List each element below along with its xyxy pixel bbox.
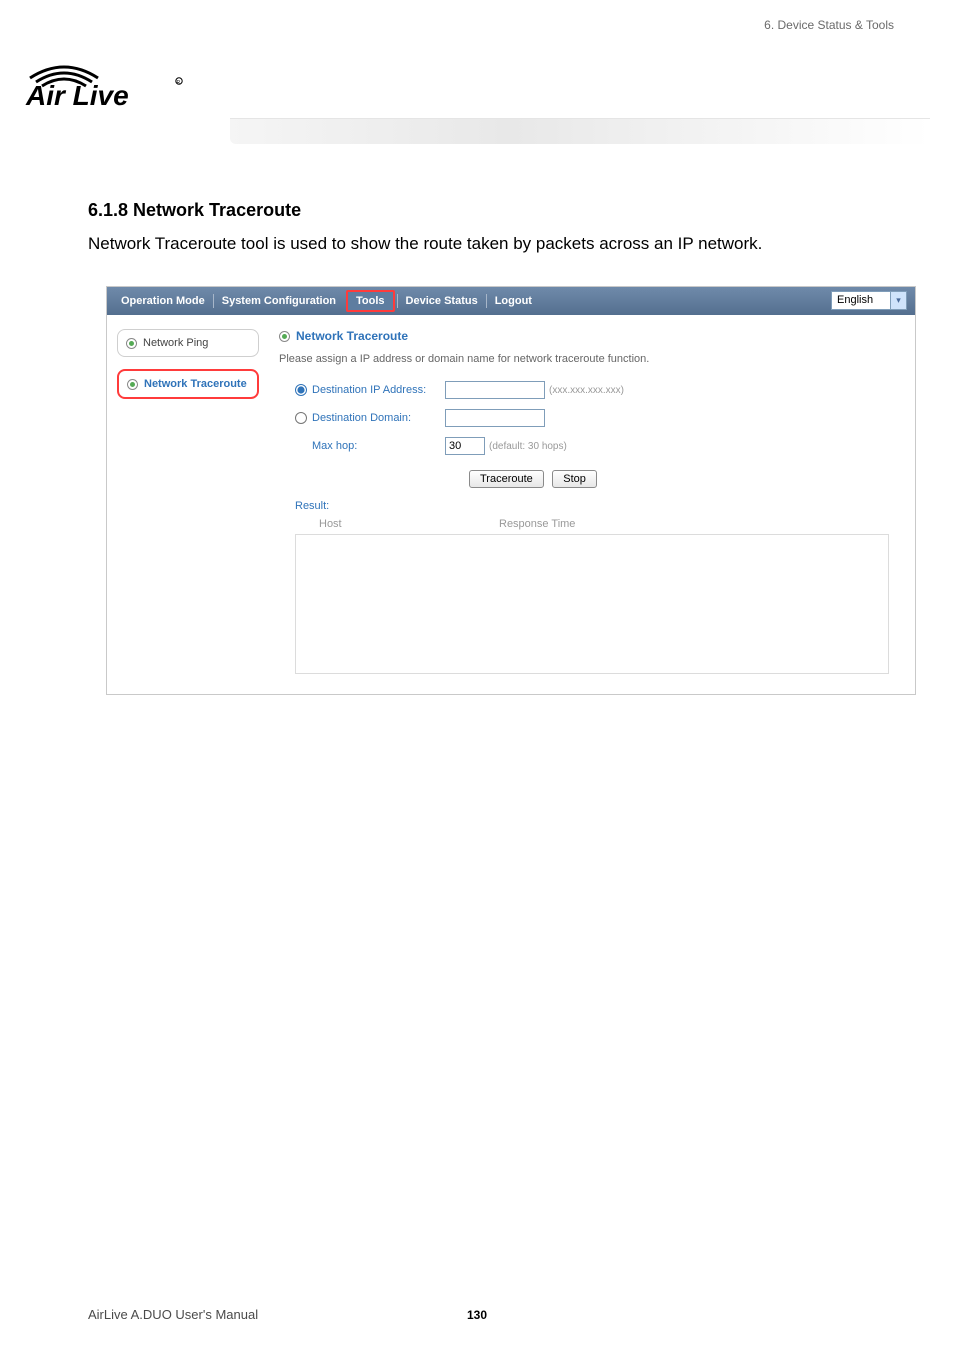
top-nav: Operation Mode System Configuration Tool… — [107, 287, 915, 315]
max-hop-hint: (default: 30 hops) — [489, 441, 567, 452]
radio-icon — [126, 338, 137, 349]
col-response-time: Response Time — [499, 518, 575, 530]
chevron-down-icon: ▾ — [890, 292, 906, 309]
language-value: English — [837, 292, 873, 309]
max-hop-label-text: Max hop: — [312, 440, 357, 452]
sidebar: Network Ping Network Traceroute — [107, 315, 269, 694]
destination-domain-label-text: Destination Domain: — [312, 412, 411, 424]
result-box — [295, 534, 889, 674]
footer-page-number: 130 — [467, 1308, 487, 1322]
chapter-tag: 6. Device Status & Tools — [764, 18, 894, 32]
max-hop-input[interactable] — [445, 437, 485, 455]
result-header: Host Response Time — [319, 518, 895, 530]
header-divider — [230, 118, 930, 144]
destination-domain-label[interactable]: Destination Domain: — [295, 412, 445, 424]
main-panel: Network Traceroute Please assign a IP ad… — [269, 315, 915, 694]
tab-device-status[interactable]: Device Status — [397, 294, 486, 308]
sidebar-item-network-traceroute[interactable]: Network Traceroute — [117, 369, 259, 399]
section-description: Network Traceroute tool is used to show … — [88, 234, 762, 254]
destination-domain-radio[interactable] — [295, 412, 307, 424]
destination-ip-label[interactable]: Destination IP Address: — [295, 384, 445, 396]
row-destination-ip: Destination IP Address: (xxx.xxx.xxx.xxx… — [295, 381, 895, 399]
destination-ip-input[interactable] — [445, 381, 545, 399]
svg-text:R: R — [177, 80, 181, 86]
tab-system-configuration[interactable]: System Configuration — [213, 294, 344, 308]
sidebar-item-network-ping[interactable]: Network Ping — [117, 329, 259, 357]
tab-logout[interactable]: Logout — [486, 294, 540, 308]
col-host: Host — [319, 518, 499, 530]
airlive-logo: Air Live R — [24, 60, 204, 108]
radio-icon — [127, 379, 138, 390]
sidebar-item-label: Network Ping — [143, 337, 208, 349]
section-title: 6.1.8 Network Traceroute — [88, 200, 301, 221]
svg-text:Air Live: Air Live — [25, 80, 129, 108]
traceroute-button[interactable]: Traceroute — [469, 470, 544, 488]
row-destination-domain: Destination Domain: — [295, 409, 895, 427]
panel-helper-text: Please assign a IP address or domain nam… — [279, 353, 895, 365]
tab-tools[interactable]: Tools — [346, 290, 395, 312]
panel-title: Network Traceroute — [279, 329, 895, 343]
destination-ip-hint: (xxx.xxx.xxx.xxx) — [549, 385, 624, 396]
button-row: Traceroute Stop — [469, 469, 895, 488]
destination-domain-input[interactable] — [445, 409, 545, 427]
panel-title-text: Network Traceroute — [296, 329, 408, 343]
destination-ip-label-text: Destination IP Address: — [312, 384, 426, 396]
admin-ui-screenshot: Operation Mode System Configuration Tool… — [106, 286, 916, 695]
max-hop-label: Max hop: — [295, 440, 445, 452]
language-select[interactable]: English ▾ — [831, 291, 907, 310]
sidebar-item-label: Network Traceroute — [144, 378, 247, 390]
stop-button[interactable]: Stop — [552, 470, 597, 488]
destination-ip-radio[interactable] — [295, 384, 307, 396]
footer-manual-title: AirLive A.DUO User's Manual — [88, 1307, 258, 1322]
tab-operation-mode[interactable]: Operation Mode — [113, 294, 213, 308]
result-label: Result: — [295, 500, 895, 512]
radio-icon — [279, 331, 290, 342]
row-max-hop: Max hop: (default: 30 hops) — [295, 437, 895, 455]
